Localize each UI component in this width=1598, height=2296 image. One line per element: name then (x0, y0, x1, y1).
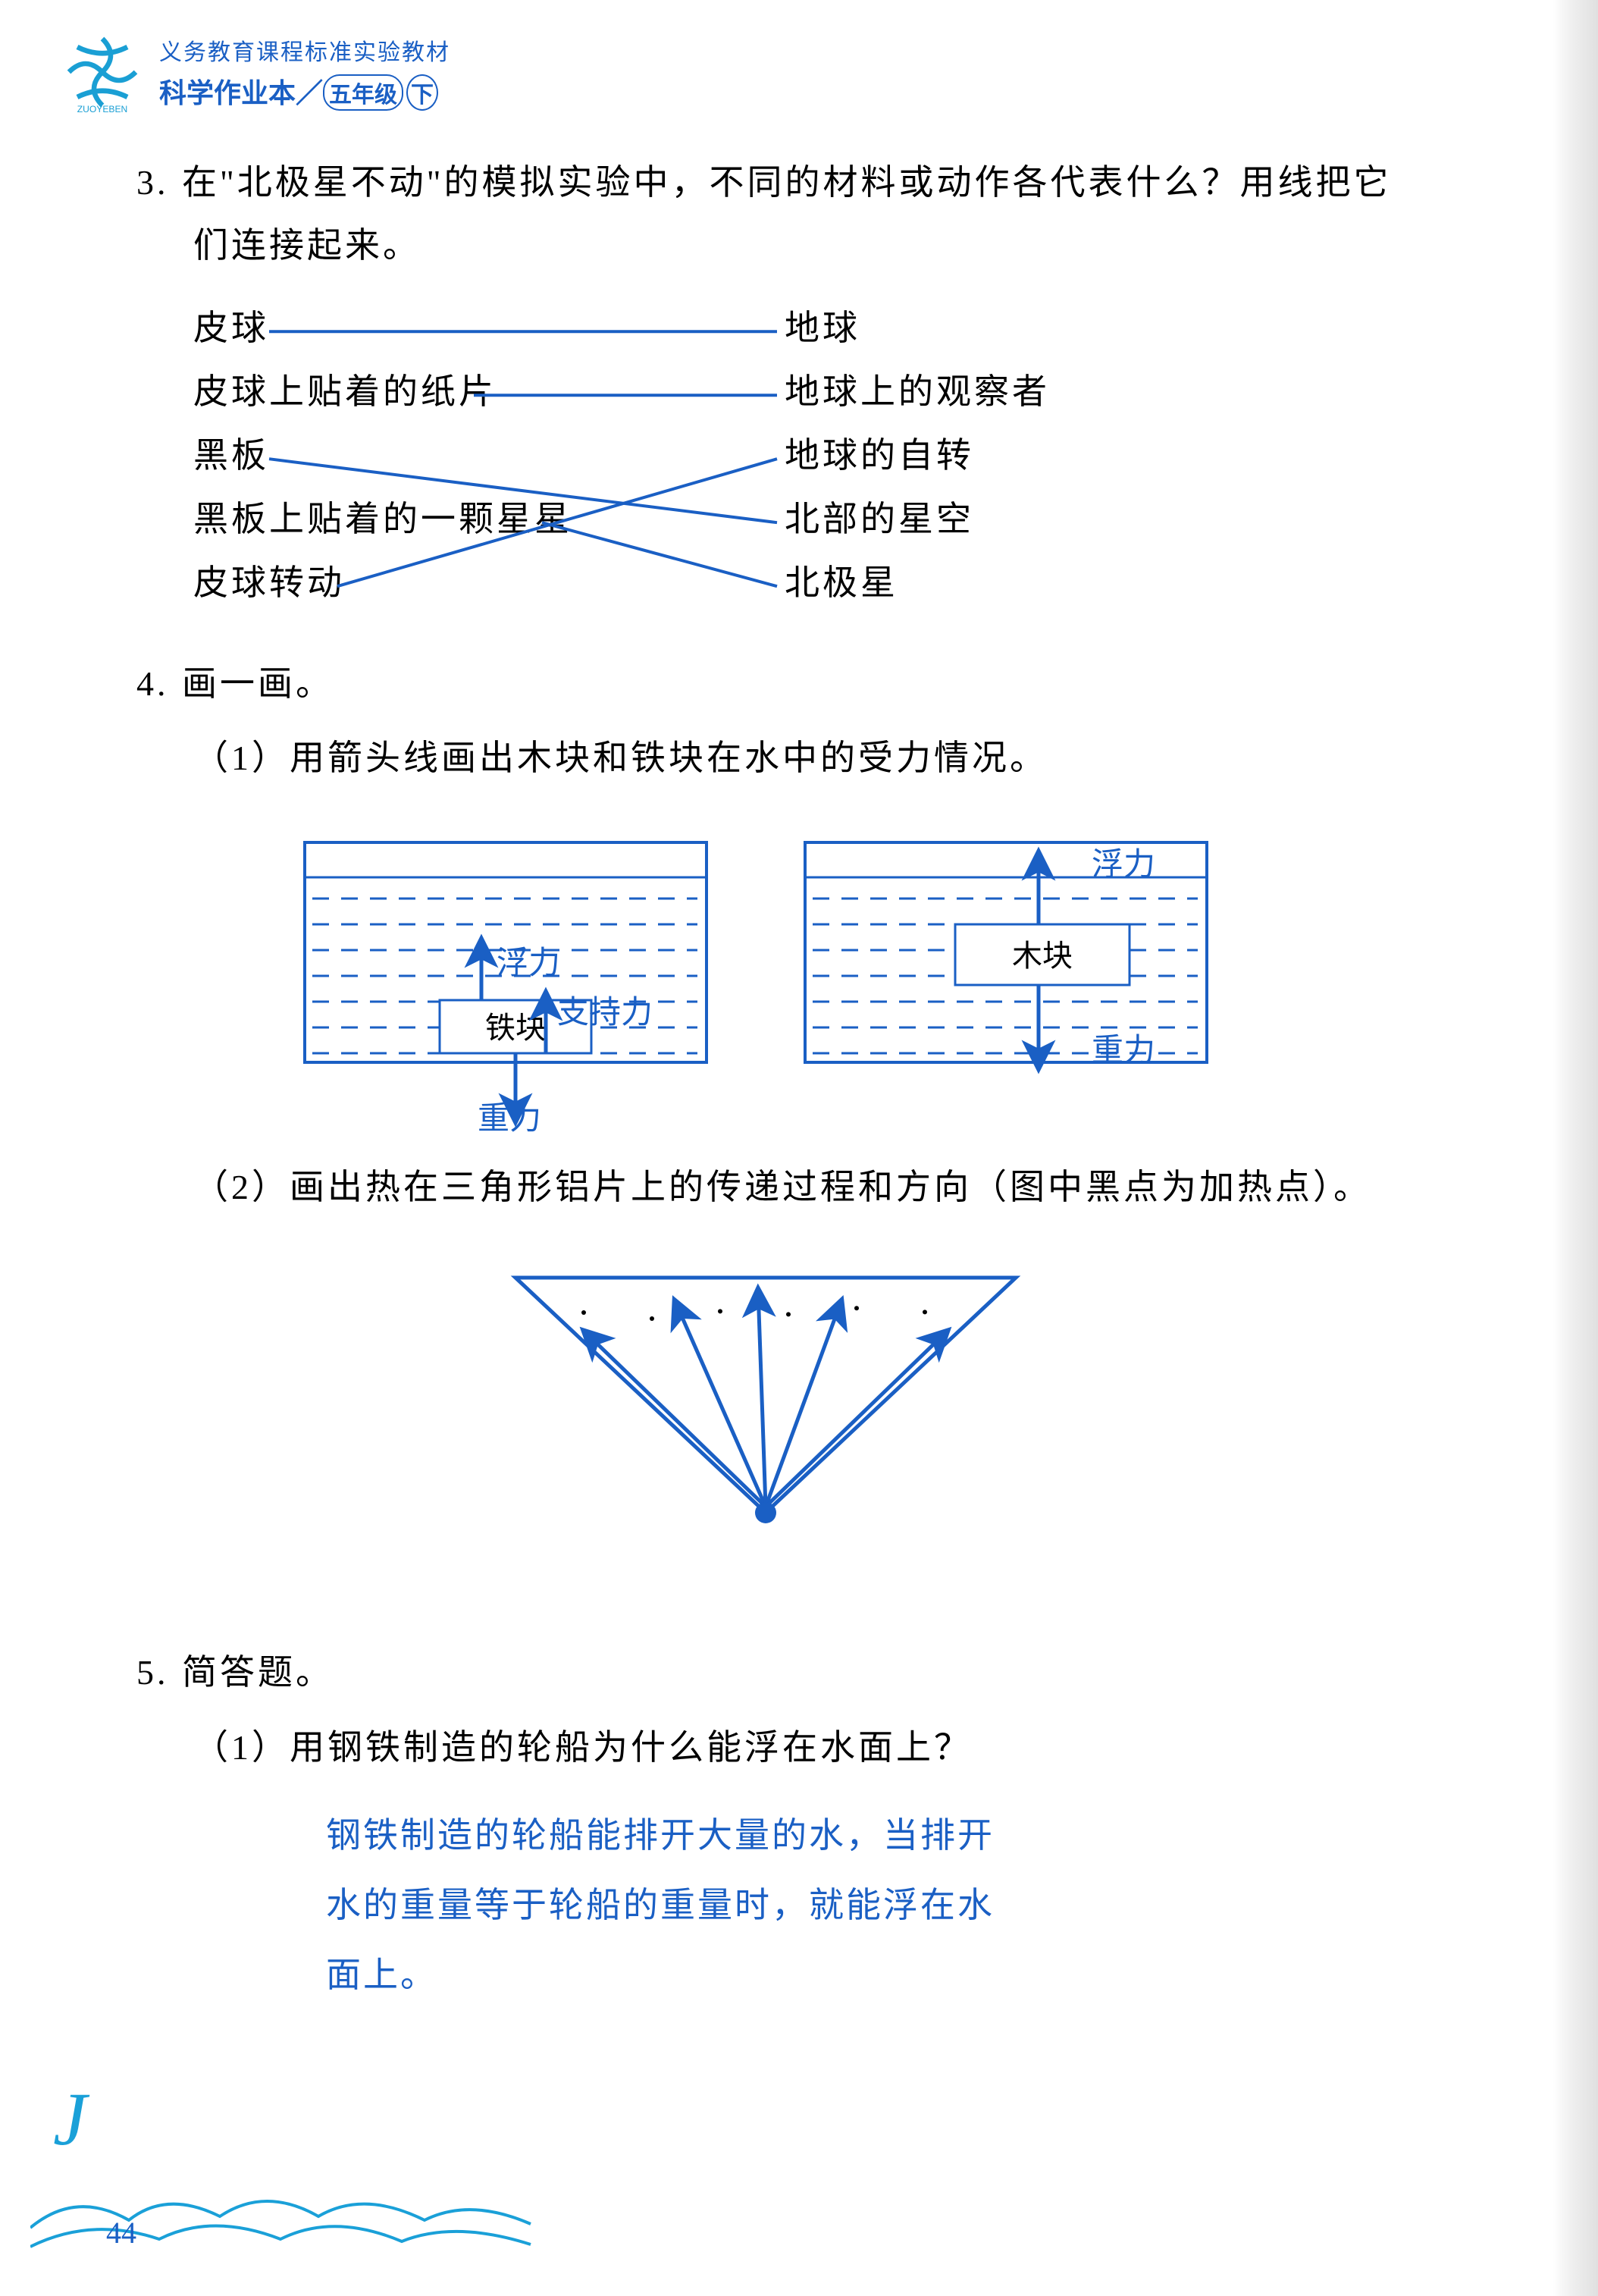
q5-answer: 钢铁制造的轮船能排开大量的水，当排开水的重量等于轮船的重量时，就能浮在水面上。 (326, 1800, 1008, 2009)
q4-sub1: （1）用箭头线画出木块和铁块在水中的受力情况。 (193, 730, 1463, 780)
force-diagrams: 铁块 浮力支持力重力 木块 浮力重力 (303, 841, 1463, 1084)
q4-title: 4.画一画。 (136, 653, 1463, 716)
q5-title: 5.简答题。 (136, 1642, 1463, 1705)
svg-text:铁块: 铁块 (485, 1011, 546, 1045)
svg-text:J: J (53, 2077, 90, 2161)
triangle-svg (500, 1255, 1031, 1535)
match-lines-svg (193, 296, 876, 623)
wood-block-diagram: 木块 浮力重力 (804, 841, 1205, 1084)
header-title: 科学作业本／五年级下 (159, 71, 450, 111)
svg-text:ZUOYEBEN: ZUOYEBEN (77, 104, 128, 114)
question-5: 5.简答题。 （1）用钢铁制造的轮船为什么能浮在水面上？ 钢铁制造的轮船能排开大… (136, 1642, 1463, 2009)
iron-block-svg: 铁块 浮力支持力重力 (303, 841, 728, 1144)
q3-prompt-line1: 3.在"北极星不动"的模拟实验中，不同的材料或动作各代表什么？用线把它 (136, 152, 1463, 215)
page-content: 3.在"北极星不动"的模拟实验中，不同的材料或动作各代表什么？用线把它 们连接起… (136, 152, 1463, 2009)
matching-diagram: 皮球 皮球上贴着的纸片 黑板 黑板上贴着的一颗星星 皮球转动 地球 地球上的观察… (193, 296, 1463, 615)
svg-text:木块: 木块 (1012, 939, 1073, 973)
svg-text:浮力: 浮力 (497, 946, 560, 981)
svg-text:重力: 重力 (478, 1102, 541, 1137)
logo-icon: ZUOYEBEN (61, 30, 144, 114)
page-edge-shadow (1553, 0, 1598, 2296)
page-header: ZUOYEBEN 义务教育课程标准实验教材 科学作业本／五年级下 (61, 30, 450, 114)
q5-number: 5. (136, 1642, 182, 1705)
q3-number: 3. (136, 152, 182, 215)
q5-sub1: （1）用钢铁制造的轮船为什么能浮在水面上？ (193, 1720, 1463, 1770)
q4-number: 4. (136, 653, 182, 716)
q3-prompt-line2: 们连接起来。 (193, 215, 1463, 278)
page-number: 44 (106, 2215, 136, 2251)
triangle-heat-diagram (500, 1255, 1031, 1535)
wood-block-svg: 木块 浮力重力 (804, 841, 1228, 1099)
iron-block-diagram: 铁块浮力支持力重力 (303, 841, 705, 1084)
grade-badge: 五年级 (323, 74, 403, 111)
svg-text:浮力: 浮力 (1092, 848, 1155, 883)
svg-text:支持力: 支持力 (557, 996, 653, 1030)
header-subtitle: 义务教育课程标准实验教材 (159, 33, 450, 67)
svg-text:重力: 重力 (1092, 1034, 1155, 1068)
q4-sub2: （2）画出热在三角形铝片上的传递过程和方向（图中黑点为加热点）。 (193, 1159, 1463, 1209)
semester-badge: 下 (406, 74, 438, 111)
header-text-block: 义务教育课程标准实验教材 科学作业本／五年级下 (159, 33, 450, 111)
question-3: 3.在"北极星不动"的模拟实验中，不同的材料或动作各代表什么？用线把它 们连接起… (136, 152, 1463, 615)
question-4: 4.画一画。 （1）用箭头线画出木块和铁块在水中的受力情况。 铁块 浮力支持力重力… (136, 653, 1463, 1536)
